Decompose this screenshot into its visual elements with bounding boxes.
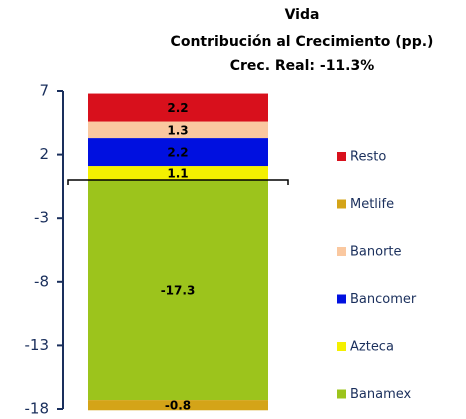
- data-label: -0.8: [165, 399, 191, 413]
- bar-segment: [88, 400, 268, 411]
- chart-subtitle: Contribución al Crecimiento (pp.): [171, 34, 434, 50]
- chart-subtitle: Crec. Real: -11.3%: [230, 58, 375, 74]
- bar-segment: [88, 121, 268, 139]
- data-label: 1.1: [167, 167, 188, 181]
- bar-segment: [88, 138, 268, 167]
- chart-title: Vida: [285, 7, 320, 23]
- legend-label: Bancomer: [350, 292, 417, 307]
- legend-swatch: [337, 247, 346, 256]
- y-tick-label: -13: [25, 336, 50, 354]
- y-tick-label: -3: [34, 209, 49, 227]
- data-label: 2.2: [167, 146, 188, 160]
- data-label: -17.3: [161, 284, 196, 298]
- legend-swatch: [337, 152, 346, 161]
- legend-swatch: [337, 342, 346, 351]
- y-tick-label: -18: [25, 400, 50, 418]
- legend-label: Metlife: [350, 197, 394, 212]
- legend-label: Banamex: [350, 387, 412, 402]
- legend-swatch: [337, 389, 346, 399]
- y-tick-label: 7: [39, 82, 49, 100]
- bar-segment: [88, 166, 268, 181]
- legend-label: Banorte: [350, 245, 402, 260]
- legend-label: Azteca: [350, 340, 394, 355]
- legend-label: Resto: [350, 150, 386, 165]
- y-tick-label: 2: [39, 145, 49, 163]
- legend-swatch: [337, 199, 346, 209]
- y-tick-label: -8: [34, 272, 49, 290]
- data-label: 1.3: [167, 123, 188, 137]
- bar-segment: [88, 93, 268, 122]
- legend-swatch: [337, 294, 346, 304]
- bar-segment: [88, 180, 268, 401]
- data-label: 2.2: [167, 101, 188, 115]
- zero-line: [67, 179, 289, 186]
